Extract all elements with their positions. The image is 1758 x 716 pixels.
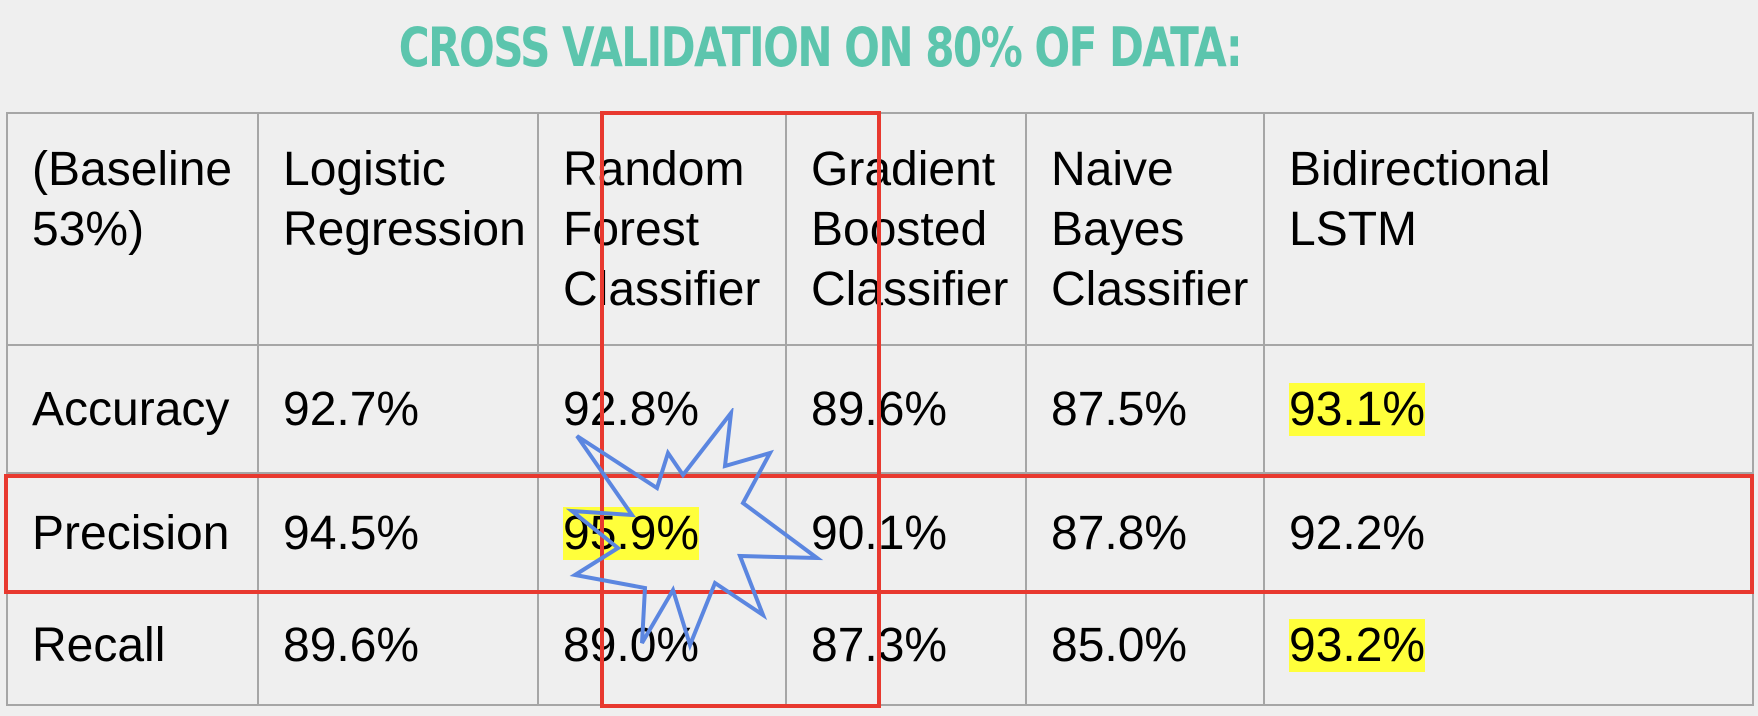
- table-cell: 93.2%: [1263, 590, 1754, 706]
- row-label-accuracy: Accuracy: [6, 344, 259, 474]
- header-cell-bidirectional-lstm: Bidirectional LSTM: [1263, 112, 1754, 346]
- table-cell: 89.6%: [257, 590, 539, 706]
- table-cell: 89.0%: [537, 590, 787, 706]
- header-cell-random-forest: Random Forest Classifier: [537, 112, 787, 346]
- cell-value: 89.6%: [811, 383, 948, 436]
- table-cell: 85.0%: [1025, 590, 1265, 706]
- cell-value: 94.5%: [283, 507, 420, 560]
- row-label-precision: Precision: [6, 472, 259, 592]
- header-cell-naive-bayes: Naive Bayes Classifier: [1025, 112, 1265, 346]
- cell-value: 92.2%: [1289, 507, 1426, 560]
- table-cell: 89.6%: [785, 344, 1027, 474]
- table-cell: 87.5%: [1025, 344, 1265, 474]
- header-cell-logistic-regression: Logistic Regression: [257, 112, 539, 346]
- table-cell: 92.8%: [537, 344, 787, 474]
- table-cell: 94.5%: [257, 472, 539, 592]
- cell-value: 89.0%: [563, 619, 700, 672]
- slide-title: CROSS VALIDATION ON 80% OF DATA:: [398, 16, 1243, 79]
- table-header-row: (Baseline 53%) Logistic Regression Random F…: [6, 112, 1754, 346]
- table-row: Accuracy 92.7% 92.8% 89.6% 87.5% 93.1%: [6, 344, 1754, 474]
- cell-value: 90.1%: [811, 507, 948, 560]
- cell-value: 87.8%: [1051, 507, 1188, 560]
- table-cell: 95.9%: [537, 472, 787, 592]
- table-row: Recall 89.6% 89.0% 87.3% 85.0% 93.2%: [6, 590, 1754, 706]
- cell-value: 87.5%: [1051, 383, 1188, 436]
- cell-value: 95.9%: [563, 507, 700, 560]
- cell-value: 87.3%: [811, 619, 948, 672]
- header-cell-baseline: (Baseline 53%): [6, 112, 259, 346]
- row-label-recall: Recall: [6, 590, 259, 706]
- table-cell: 87.8%: [1025, 472, 1265, 592]
- table-cell: 87.3%: [785, 590, 1027, 706]
- table-cell: 93.1%: [1263, 344, 1754, 474]
- table-cell: 92.2%: [1263, 472, 1754, 592]
- table-cell: 92.7%: [257, 344, 539, 474]
- table-row: Precision 94.5% 95.9% 90.1% 87.8% 92.2%: [6, 472, 1754, 592]
- cell-value: 85.0%: [1051, 619, 1188, 672]
- results-table: (Baseline 53%) Logistic Regression Random F…: [6, 112, 1754, 706]
- cell-value: 93.2%: [1289, 619, 1426, 672]
- cell-value: 93.1%: [1289, 383, 1426, 436]
- cell-value: 92.7%: [283, 383, 420, 436]
- header-cell-gradient-boosted: Gradient Boosted Classifier: [785, 112, 1027, 346]
- cell-value: 92.8%: [563, 383, 700, 436]
- cell-value: 89.6%: [283, 619, 420, 672]
- table-cell: 90.1%: [785, 472, 1027, 592]
